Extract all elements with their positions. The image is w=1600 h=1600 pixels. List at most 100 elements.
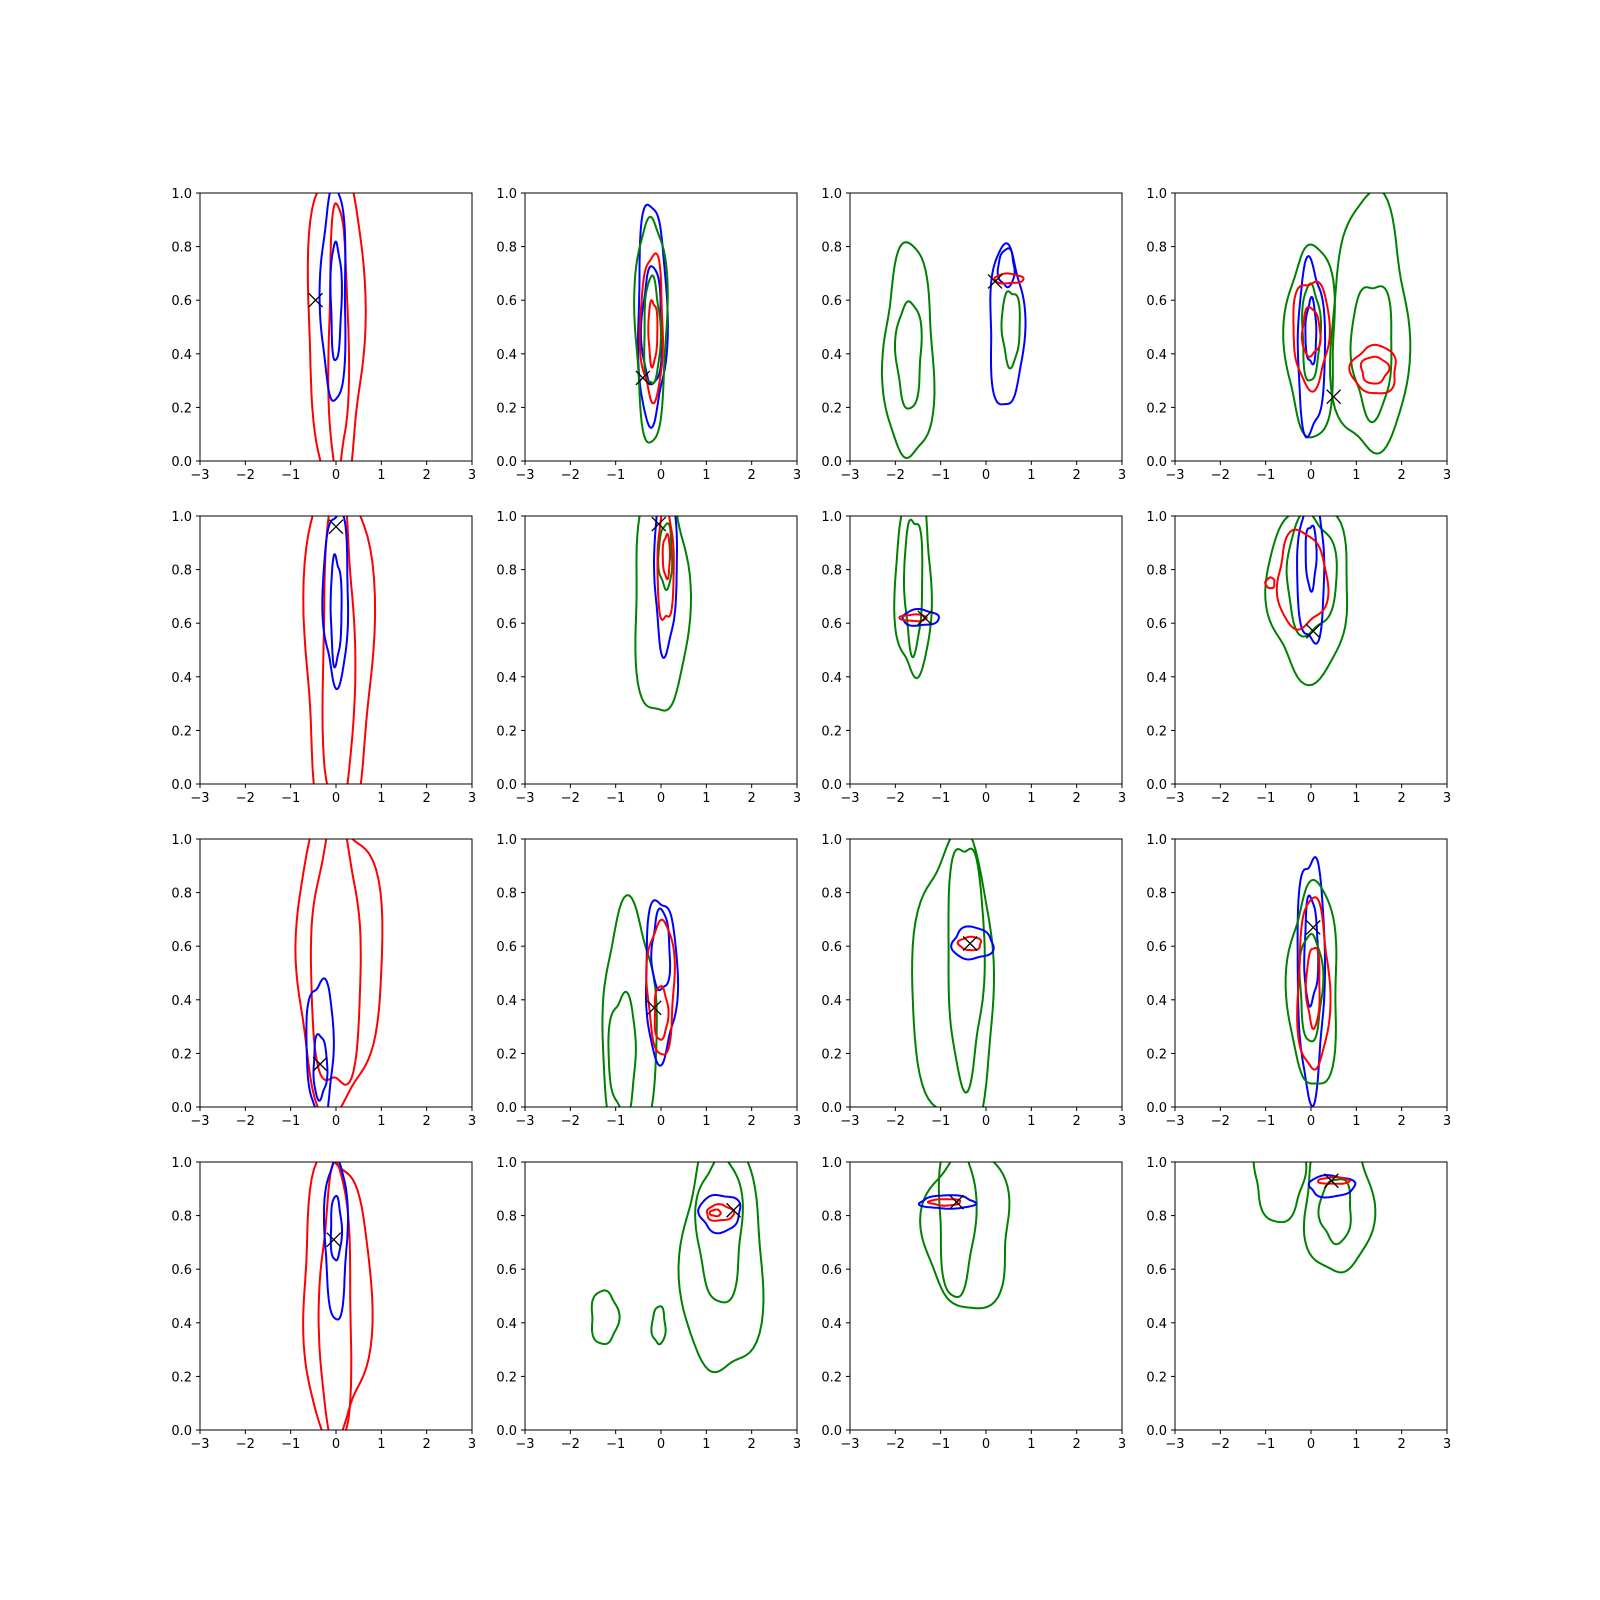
green-contour: [911, 839, 995, 1107]
x-tick-label: 1: [1352, 1437, 1360, 1452]
green-contour: [634, 516, 692, 712]
x-tick-label: −2: [1211, 1437, 1230, 1452]
panel-grid: −3 −2 −1 0 1 2 3 0.0 0.2 0.4 0.6 0.8 1.0 −3 −2 −1 0 1 2 3 0.…: [171, 187, 1451, 1452]
red-contour: [653, 985, 670, 1041]
y-tick-label: 0.6: [1146, 294, 1167, 309]
x-axis: −3 −2 −1 0 1 2 3: [515, 1430, 801, 1452]
panel-3-3: −3 −2 −1 0 1 2 3 0.0 0.2 0.4 0.6 0.8 1.0: [821, 833, 1126, 1129]
y-tick-label: 0.2: [171, 724, 192, 739]
y-tick-label: 1.0: [821, 510, 842, 525]
x-tick-label: −1: [281, 468, 300, 483]
x-axis: −3 −2 −1 0 1 2 3: [1165, 784, 1451, 806]
x-tick-label: −2: [236, 1114, 255, 1129]
plot-area: [302, 516, 377, 784]
y-tick-label: 0.8: [496, 887, 517, 902]
panel-1-1: −3 −2 −1 0 1 2 3 0.0 0.2 0.4 0.6 0.8 1.0: [171, 187, 476, 483]
x-tick-label: 0: [657, 1114, 665, 1129]
x-tick-label: 2: [748, 1437, 756, 1452]
x-axis: −3 −2 −1 0 1 2 3: [190, 1107, 476, 1129]
red-contour: [302, 516, 377, 784]
red-contour: [638, 252, 664, 405]
x-marker: [651, 516, 667, 532]
panel-4-3: −3 −2 −1 0 1 2 3 0.0 0.2 0.4 0.6 0.8 1.0: [821, 1156, 1126, 1452]
y-tick-label: 0.8: [821, 887, 842, 902]
x-tick-label: −2: [236, 468, 255, 483]
green-contour: [903, 518, 924, 659]
blue-contour: [318, 193, 347, 402]
red-contour: [1296, 896, 1332, 1071]
y-tick-label: 0.4: [171, 348, 192, 363]
red-contour: [661, 532, 671, 581]
x-marker: [1305, 919, 1321, 935]
y-tick-label: 0.8: [496, 241, 517, 256]
x-tick-label: 3: [1443, 1437, 1451, 1452]
red-contour: [993, 272, 1025, 285]
x-tick-label: −2: [886, 791, 905, 806]
blue-contour: [1296, 516, 1326, 645]
panel-1-4: −3 −2 −1 0 1 2 3 0.0 0.2 0.4 0.6 0.8 1.0: [1146, 187, 1451, 483]
y-tick-label: 0.8: [1146, 564, 1167, 579]
red-contour: [645, 918, 676, 1056]
y-tick-label: 0.0: [496, 1424, 517, 1439]
y-tick-label: 1.0: [1146, 833, 1167, 848]
red-contour: [317, 1162, 353, 1430]
y-tick-label: 0.0: [821, 778, 842, 793]
x-tick-label: −2: [886, 1437, 905, 1452]
x-tick-label: 1: [1352, 468, 1360, 483]
y-tick-label: 0.0: [821, 455, 842, 470]
plot-area: [302, 1162, 374, 1430]
x-tick-label: −1: [1256, 1114, 1275, 1129]
x-tick-label: 3: [793, 1114, 801, 1129]
x-tick-label: −2: [1211, 1114, 1230, 1129]
y-tick-label: 0.0: [1146, 1424, 1167, 1439]
green-contour: [1349, 285, 1393, 424]
x-tick-label: 3: [1443, 791, 1451, 806]
y-tick-label: 0.4: [821, 671, 842, 686]
red-contour: [294, 839, 384, 1107]
y-tick-label: 0.6: [496, 294, 517, 309]
x-tick-label: 2: [1398, 1114, 1406, 1129]
plot-area: [893, 516, 940, 680]
blue-contour: [329, 240, 343, 362]
x-axis: −3 −2 −1 0 1 2 3: [840, 461, 1126, 483]
y-tick-label: 0.0: [1146, 1101, 1167, 1116]
red-contour: [1264, 576, 1276, 590]
y-tick-label: 0.4: [1146, 1317, 1167, 1332]
y-tick-label: 1.0: [821, 1156, 842, 1171]
y-tick-label: 0.0: [821, 1101, 842, 1116]
x-tick-label: 1: [702, 1114, 710, 1129]
y-tick-label: 1.0: [821, 187, 842, 202]
y-tick-label: 0.4: [171, 994, 192, 1009]
x-marker: [308, 292, 324, 308]
blue-contour: [312, 1033, 329, 1102]
blue-contour: [697, 1193, 742, 1235]
x-tick-label: 1: [1027, 1114, 1035, 1129]
x-tick-label: −3: [1165, 791, 1184, 806]
x-tick-label: 2: [423, 468, 431, 483]
x-marker: [1323, 1173, 1339, 1189]
y-tick-label: 0.8: [821, 241, 842, 256]
y-tick-label: 0.6: [1146, 1263, 1167, 1278]
y-tick-label: 0.8: [821, 1210, 842, 1225]
red-contour: [327, 202, 351, 461]
plot-area: [1252, 1162, 1377, 1274]
y-tick-label: 0.6: [496, 940, 517, 955]
blue-contour: [637, 203, 669, 429]
x-tick-label: −1: [931, 1114, 950, 1129]
green-contour: [1000, 290, 1021, 370]
x-tick-label: 0: [1307, 791, 1315, 806]
panel-4-4: −3 −2 −1 0 1 2 3 0.0 0.2 0.4 0.6 0.8 1.0: [1146, 1156, 1451, 1452]
y-tick-label: 0.2: [1146, 724, 1167, 739]
y-tick-label: 0.0: [1146, 778, 1167, 793]
plot-area: [601, 894, 680, 1107]
x-tick-label: 0: [982, 1114, 990, 1129]
green-contour: [633, 215, 669, 444]
green-contour: [894, 300, 923, 410]
plot-area: [1264, 516, 1349, 687]
red-contour: [1304, 946, 1321, 1031]
y-tick-label: 0.2: [496, 1370, 517, 1385]
green-contour: [1252, 1162, 1308, 1224]
y-tick-label: 0.8: [1146, 1210, 1167, 1225]
y-tick-label: 0.0: [496, 778, 517, 793]
